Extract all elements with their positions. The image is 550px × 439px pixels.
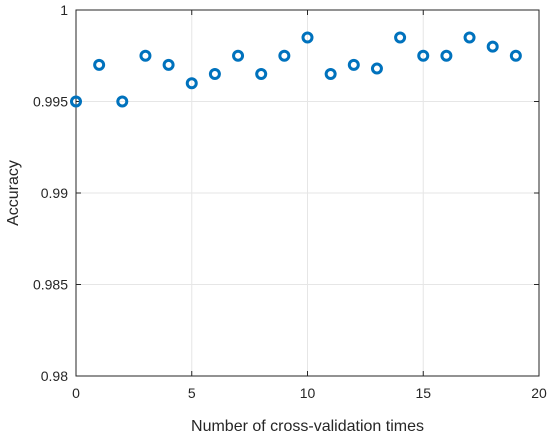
data-point	[232, 49, 245, 62]
data-point	[440, 49, 453, 62]
data-point	[324, 68, 337, 81]
data-point	[208, 68, 221, 81]
x-tick-label: 20	[531, 385, 547, 401]
x-axis-label: Number of cross-validation times	[191, 418, 424, 435]
data-point	[486, 40, 499, 53]
data-point	[93, 58, 106, 71]
data-point	[301, 31, 314, 44]
x-tick-label: 5	[188, 385, 196, 401]
data-points	[70, 31, 522, 108]
data-point	[394, 31, 407, 44]
data-point	[185, 77, 198, 90]
x-tick-label: 0	[72, 385, 80, 401]
data-point	[417, 49, 430, 62]
x-tick-label: 10	[300, 385, 316, 401]
data-point	[139, 49, 152, 62]
y-tick-label: 1	[60, 2, 68, 18]
data-point	[116, 95, 129, 108]
data-point	[347, 58, 360, 71]
y-tick-label: 0.985	[33, 277, 68, 293]
data-point	[509, 49, 522, 62]
data-point	[463, 31, 476, 44]
y-tick-label: 0.98	[41, 368, 68, 384]
data-point	[370, 62, 383, 75]
data-point	[162, 58, 175, 71]
tick-layer: 0 5 10 15 20 0.98 0.985 0.99 0.995 1	[33, 2, 547, 401]
y-tick-label: 0.99	[41, 185, 68, 201]
y-axis-label: Accuracy	[5, 160, 22, 226]
data-point	[255, 68, 268, 81]
y-tick-label: 0.995	[33, 94, 68, 110]
x-tick-label: 15	[415, 385, 431, 401]
data-point	[70, 95, 82, 108]
data-point	[278, 49, 291, 62]
